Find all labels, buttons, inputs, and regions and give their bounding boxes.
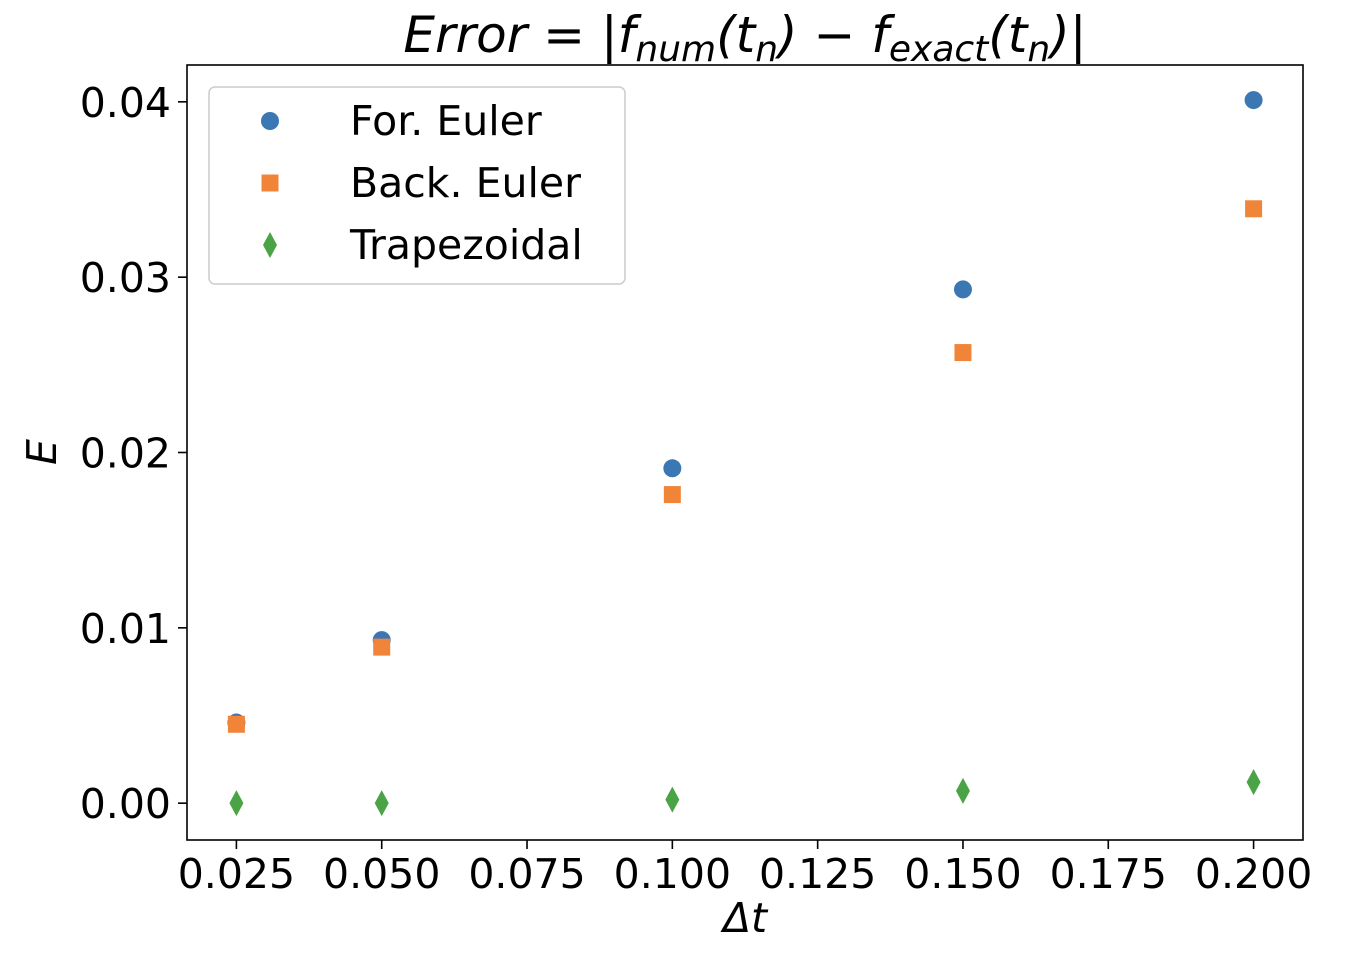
data-point (665, 786, 680, 813)
y-tick-label: 0.01 (80, 605, 171, 653)
title-equals: = | (527, 6, 618, 64)
data-point (1246, 769, 1261, 796)
chart-title: Error = |fnum(tn) − fexact(tn)| (403, 6, 1086, 70)
legend-label: Back. Euler (350, 159, 581, 207)
legend-entry: Trapezoidal (263, 221, 583, 269)
y-tick-label: 0.03 (80, 254, 171, 302)
x-tick-label: 0.100 (614, 850, 731, 898)
series-diamond (229, 769, 1261, 817)
title-f-exact-arg: (t (988, 6, 1030, 64)
data-point (663, 459, 682, 478)
title-f-exact-close: )| (1046, 6, 1086, 64)
y-tick-label: 0.04 (80, 79, 171, 127)
title-f-num-sub: num (635, 29, 716, 70)
title-minus: − (798, 6, 872, 64)
y-tick-label: 0.02 (80, 430, 171, 478)
legend-entry: For. Euler (261, 97, 542, 145)
y-axis-label: E (18, 439, 66, 465)
title-f-exact-arg-sub: n (1027, 29, 1050, 70)
data-point (1244, 91, 1263, 110)
data-point (373, 638, 391, 656)
data-point (374, 790, 389, 817)
data-point (955, 777, 970, 804)
x-tick-label: 0.150 (904, 850, 1021, 898)
title-f-num-arg-sub: n (755, 29, 778, 70)
x-tick-label: 0.200 (1195, 850, 1312, 898)
legend-box (208, 86, 626, 285)
data-point (229, 790, 244, 817)
x-tick-label: 0.050 (323, 850, 440, 898)
x-axis-label: Δt (720, 894, 769, 942)
legend-marker (261, 112, 279, 130)
data-point (953, 280, 972, 299)
y-axis-ticks: 0.00 0.01 0.02 0.03 0.04 (80, 79, 187, 828)
y-tick-label: 0.00 (80, 780, 171, 828)
x-tick-label: 0.175 (1050, 850, 1167, 898)
series-square (227, 200, 1263, 733)
title-lhs: Error (403, 6, 530, 64)
data-points (227, 91, 1263, 817)
x-axis-ticks: 0.025 0.050 0.075 0.100 0.125 0.150 0.175 0.200 (178, 840, 1312, 898)
legend-label: Trapezoidal (349, 221, 583, 269)
x-tick-label: 0.075 (468, 850, 585, 898)
title-f-num-arg: (t (716, 6, 758, 64)
legend-label: For. Euler (350, 97, 542, 145)
data-point (1245, 200, 1263, 218)
title-f-num-close: ) (774, 6, 798, 64)
legend-entry: Back. Euler (261, 159, 581, 207)
legend-marker (263, 232, 277, 258)
legend: For. Euler Back. Euler Trapezoidal (208, 86, 626, 285)
data-point (954, 344, 972, 362)
x-tick-label: 0.125 (759, 850, 876, 898)
x-tick-label: 0.025 (178, 850, 295, 898)
data-point (227, 715, 245, 733)
data-point (663, 486, 681, 504)
title-f-exact-sub: exact (889, 29, 990, 70)
legend-marker (261, 174, 279, 192)
